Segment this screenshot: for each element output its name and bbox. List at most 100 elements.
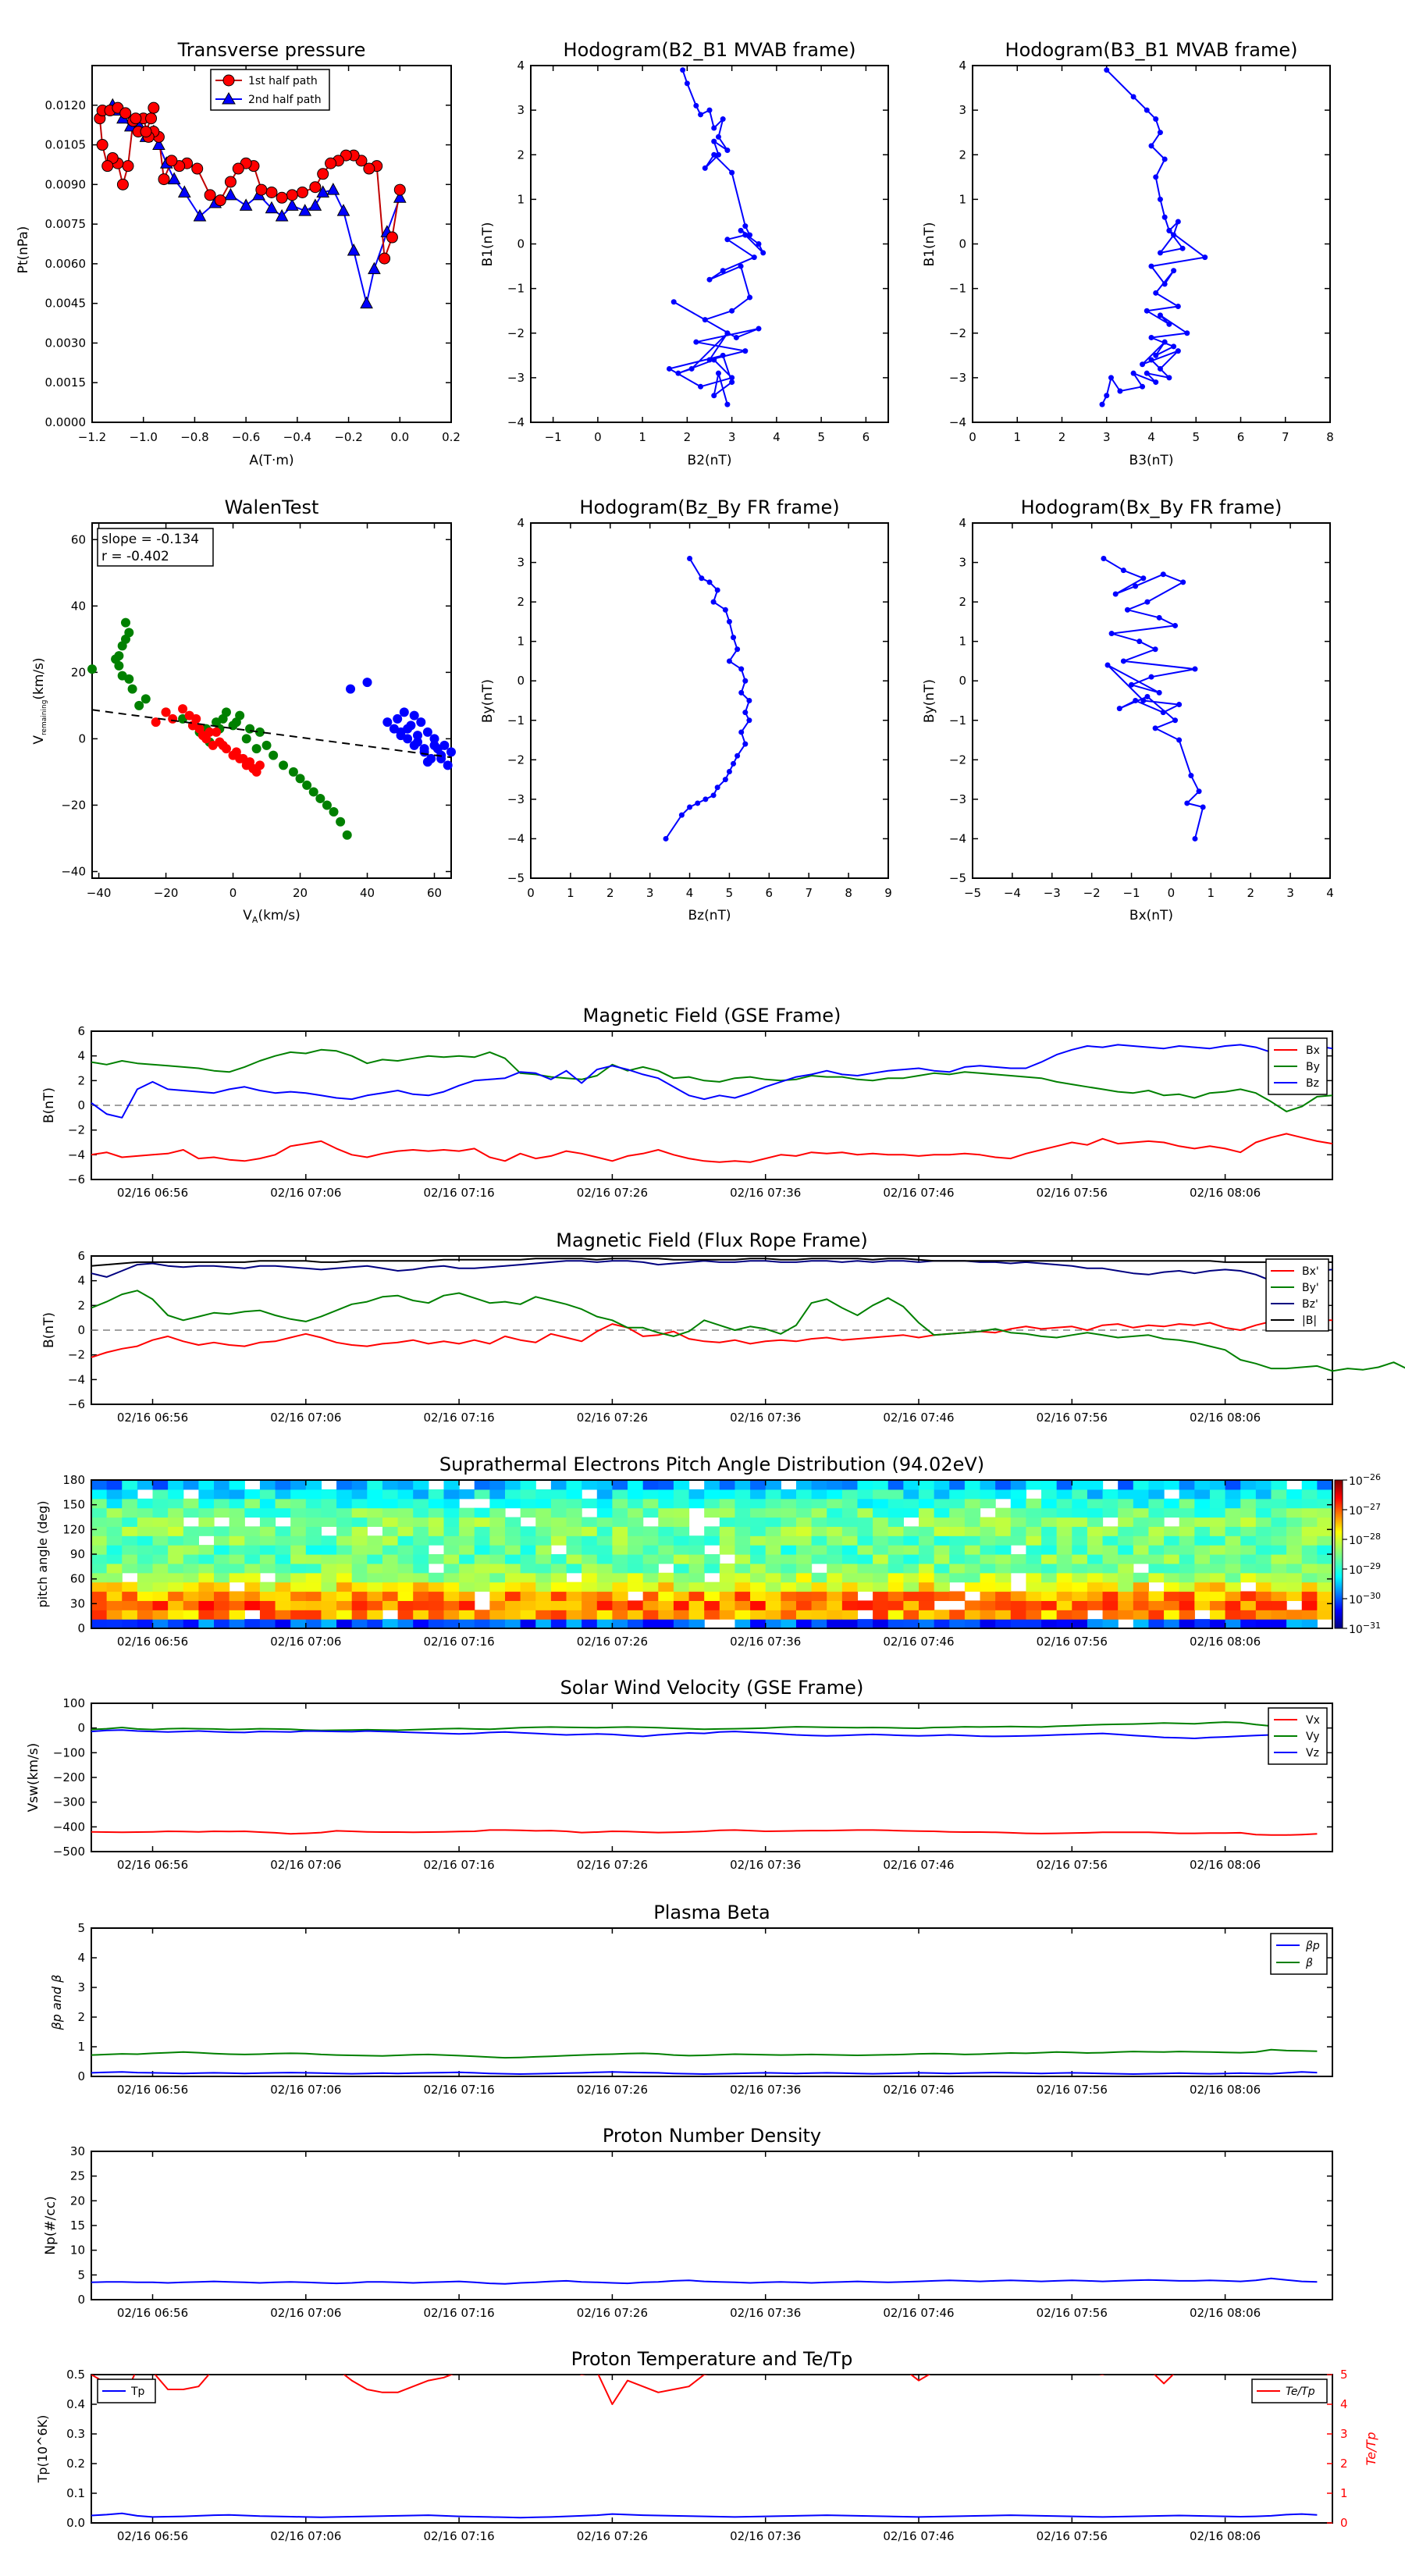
x-tick-label: 02/16 07:06 [270,1411,341,1425]
heatmap-cell [336,1545,353,1555]
y-tick-label: 3 [959,103,966,117]
heatmap-cell [873,1600,889,1610]
heatmap-cell [1102,1489,1119,1500]
heatmap-cell [459,1619,475,1629]
heatmap-cell [382,1489,399,1500]
data-point [678,812,685,818]
heatmap-cell [275,1535,291,1546]
heatmap-cell [1102,1591,1119,1601]
heatmap-cell [566,1619,582,1629]
data-point-green [127,684,137,694]
y-tick-label: 0.3 [66,2427,85,2441]
data-point [738,263,744,269]
heatmap-cell [397,1480,414,1490]
heatmap-cell [1041,1563,1058,1574]
heatmap-cell [765,1554,781,1564]
heatmap-cell [1041,1610,1058,1620]
heatmap-cell [1301,1610,1318,1620]
heatmap-cell [459,1563,475,1574]
heatmap-cell [443,1554,460,1564]
heatmap-cell [949,1489,966,1500]
heatmap-cell [582,1545,598,1555]
heatmap-cell [321,1600,337,1610]
heatmap-cell [137,1498,154,1509]
heatmap-cell [903,1535,919,1546]
heatmap-cell [397,1507,414,1518]
heatmap-cell [520,1545,536,1555]
heatmap-cell [520,1582,536,1592]
heatmap-cell [259,1619,276,1629]
heatmap-cell [612,1535,628,1546]
heatmap-cell [811,1517,827,1527]
heatmap-cell [290,1535,307,1546]
data-point [760,250,767,256]
data-point-red [235,753,245,763]
heatmap-cell [919,1610,935,1620]
legend-label-vz: Vz [1306,1747,1319,1759]
heatmap-cell [765,1582,781,1592]
heatmap-cell [841,1554,859,1564]
heatmap-cell [443,1591,460,1601]
data-point [1160,710,1166,716]
heatmap-cell [1301,1582,1318,1592]
heatmap-cell [351,1535,368,1546]
x-axis-label: B3(nT) [1129,453,1174,468]
data-point [1161,339,1168,345]
heatmap-cell [1072,1489,1088,1500]
colorbar-tick-label: 10−28 [1349,1532,1381,1547]
heatmap-cell [1072,1572,1088,1583]
heatmap-cell [1301,1535,1318,1546]
heatmap-cell [382,1507,399,1518]
heatmap-cell [1240,1517,1257,1527]
heatmap-cell [1148,1554,1165,1564]
series-line-Bx [91,1318,1332,1358]
heatmap-cell [413,1563,429,1574]
heatmap-cell [1102,1498,1119,1509]
heatmap-cell [887,1563,904,1574]
y-tick-label: 100 [62,1696,85,1710]
data-point-green [261,740,272,750]
data-point-green [124,674,134,684]
heatmap-cell [336,1572,353,1583]
heatmap-cell [1087,1545,1104,1555]
heatmap-cell [1072,1600,1088,1610]
heatmap-cell [765,1507,781,1518]
heatmap-cell [658,1600,674,1610]
data-point-1st-half [119,107,132,119]
y-tick-label: 2 [517,595,525,609]
heatmap-cell [1255,1619,1272,1629]
heatmap-cell [183,1545,200,1555]
heatmap-cell [1255,1517,1272,1527]
heatmap-cell [397,1517,414,1527]
heatmap-cell [152,1489,169,1500]
heatmap-cell [290,1582,307,1592]
y-tick-label: 0.4 [66,2397,85,2411]
heatmap-cell [474,1507,490,1518]
data-point [1144,370,1150,376]
heatmap-cell [1209,1610,1226,1620]
heatmap-cell [658,1545,674,1555]
data-point [1175,348,1181,354]
heatmap-cell [964,1535,981,1546]
data-point-2nd-half [152,137,165,151]
heatmap-cell [1056,1591,1072,1601]
data-point [711,125,717,131]
heatmap-cell [1225,1480,1241,1490]
chart-title: Solar Wind Velocity (GSE Frame) [560,1677,864,1699]
heatmap-cell [290,1572,307,1583]
heatmap-cell [1102,1507,1119,1518]
heatmap-cell [857,1498,873,1509]
heatmap-cell [413,1480,429,1490]
heatmap-cell [1240,1489,1257,1500]
y-tick-label: 4 [517,516,525,530]
heatmap-cell [1271,1591,1287,1601]
annotation-box [97,528,214,567]
heatmap-cell [520,1600,536,1610]
x-tick-label: −0.4 [283,430,311,444]
data-point-1st-half [191,162,204,175]
heatmap-cell [704,1498,720,1509]
heatmap-cell [214,1526,230,1536]
chart-title: Magnetic Field (Flux Rope Frame) [556,1229,867,1251]
heatmap-cell [919,1507,935,1518]
y-tick-label: 0 [959,674,966,688]
